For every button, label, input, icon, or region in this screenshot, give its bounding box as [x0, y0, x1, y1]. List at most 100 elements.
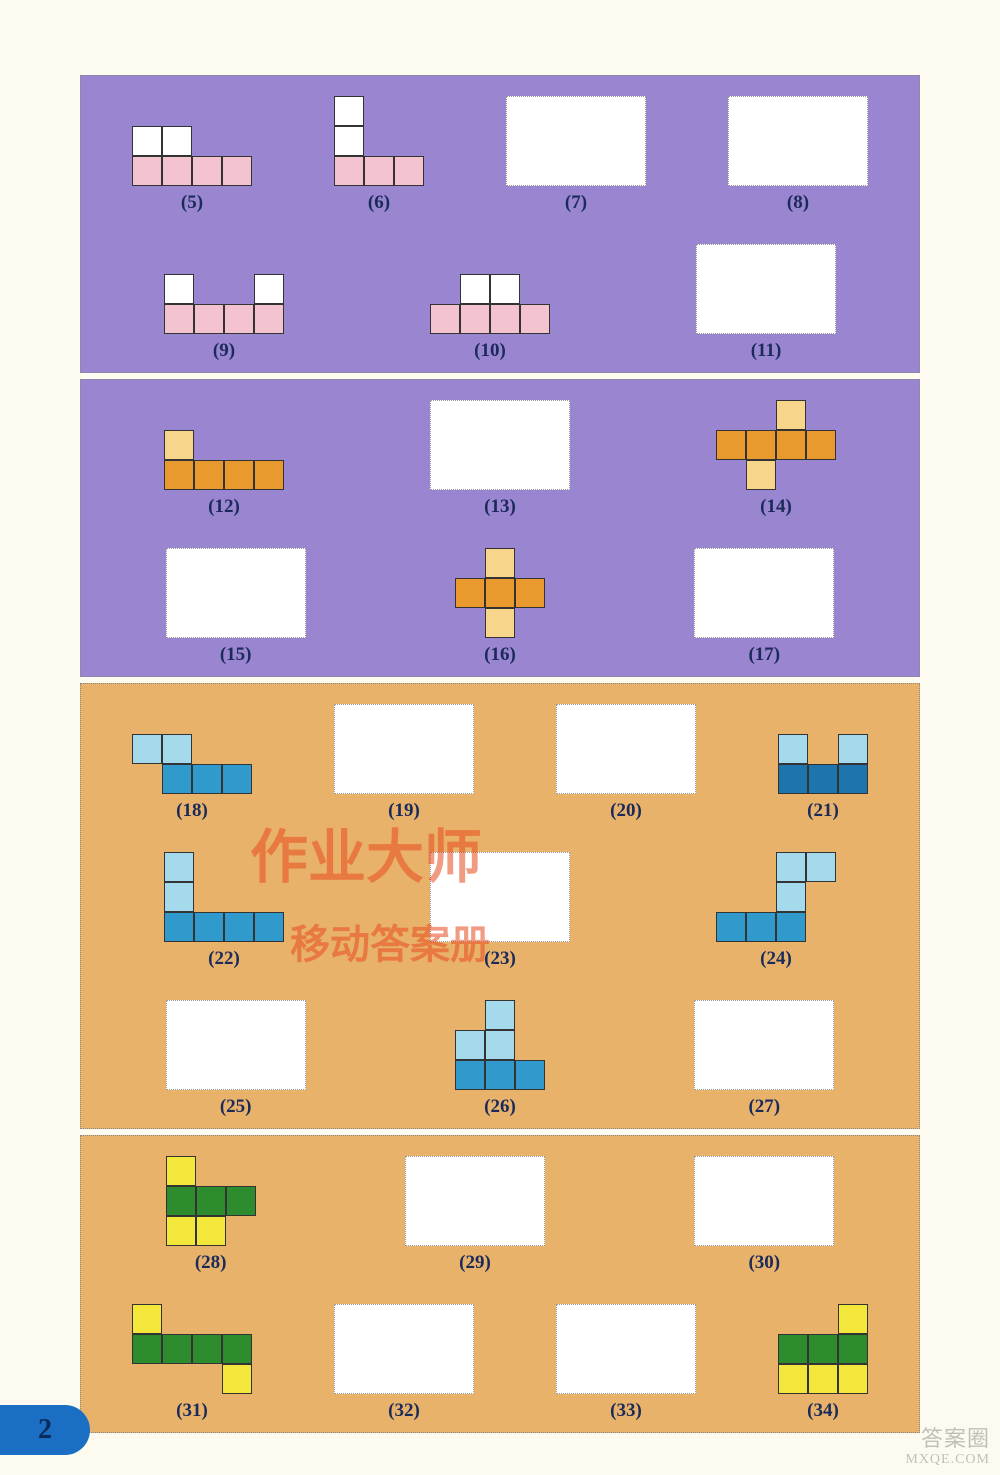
unit-square: [485, 1060, 515, 1090]
unit-square: [132, 126, 162, 156]
polyomino-shape: [164, 274, 284, 334]
unit-square: [164, 304, 194, 334]
figure-cell: (18): [132, 734, 252, 822]
unit-square: [746, 460, 776, 490]
unit-square: [196, 1216, 226, 1246]
blank-box: [334, 704, 474, 794]
polyomino-shape: [132, 126, 252, 186]
unit-square: [224, 304, 254, 334]
unit-square: [778, 1364, 808, 1394]
row: (25) (26) (27): [81, 980, 919, 1128]
polyomino-shape: [716, 852, 836, 942]
unit-square: [520, 304, 550, 334]
polyomino-shape: [455, 1000, 545, 1090]
unit-square: [838, 1334, 868, 1364]
unit-square: [455, 578, 485, 608]
unit-square: [222, 1334, 252, 1364]
unit-square: [162, 1334, 192, 1364]
figure-label: (18): [176, 800, 208, 822]
figure-label: (7): [565, 192, 587, 214]
unit-square: [166, 1186, 196, 1216]
figure-cell: (25): [166, 1000, 306, 1118]
figure-cell: (11): [696, 244, 836, 362]
unit-square: [254, 304, 284, 334]
unit-square: [334, 96, 364, 126]
polyomino-shape: [164, 852, 284, 942]
figure-label: (22): [208, 948, 240, 970]
unit-square: [808, 764, 838, 794]
unit-square: [224, 460, 254, 490]
unit-square: [778, 1334, 808, 1364]
section: (5)(6)(7)(8)(9)(10)(11): [80, 75, 920, 373]
polyomino-shape: [430, 274, 550, 334]
unit-square: [166, 1156, 196, 1186]
figure-label: (24): [760, 948, 792, 970]
figure-label: (26): [484, 1096, 516, 1118]
unit-square: [222, 1364, 252, 1394]
unit-square: [334, 126, 364, 156]
row: (28)(29)(30): [81, 1136, 919, 1284]
unit-square: [132, 734, 162, 764]
figure-cell: (33): [556, 1304, 696, 1422]
figure-label: (15): [220, 644, 252, 666]
figure-label: (5): [181, 192, 203, 214]
polyomino-shape: [455, 548, 545, 638]
unit-square: [485, 548, 515, 578]
figure-cell: (14): [716, 400, 836, 518]
unit-square: [808, 1364, 838, 1394]
unit-square: [838, 1364, 868, 1394]
figure-cell: (9): [164, 274, 284, 362]
figure-label: (13): [484, 496, 516, 518]
unit-square: [776, 912, 806, 942]
unit-square: [194, 460, 224, 490]
polyomino-shape: [132, 734, 252, 794]
figure-label: (30): [748, 1252, 780, 1274]
row: (9)(10)(11): [81, 224, 919, 372]
figure-label: (32): [388, 1400, 420, 1422]
unit-square: [334, 156, 364, 186]
unit-square: [485, 1030, 515, 1060]
unit-square: [515, 1060, 545, 1090]
blank-box: [506, 96, 646, 186]
unit-square: [430, 304, 460, 334]
unit-square: [224, 912, 254, 942]
figure-label: (33): [610, 1400, 642, 1422]
figure-label: (12): [208, 496, 240, 518]
unit-square: [162, 764, 192, 794]
unit-square: [254, 274, 284, 304]
figure-cell: (20): [556, 704, 696, 822]
figure-label: (31): [176, 1400, 208, 1422]
figure-cell: (30): [694, 1156, 834, 1274]
figure-label: (34): [807, 1400, 839, 1422]
unit-square: [222, 156, 252, 186]
figure-label: (27): [748, 1096, 780, 1118]
unit-square: [460, 274, 490, 304]
figure-label: (17): [748, 644, 780, 666]
figure-label: (19): [388, 800, 420, 822]
unit-square: [776, 882, 806, 912]
unit-square: [164, 430, 194, 460]
unit-square: [746, 912, 776, 942]
unit-square: [485, 1000, 515, 1030]
unit-square: [776, 400, 806, 430]
row: (12) (13) (14): [81, 380, 919, 528]
figure-cell: (21): [778, 734, 868, 822]
figure-cell: (17): [694, 548, 834, 666]
unit-square: [455, 1030, 485, 1060]
figure-label: (16): [484, 644, 516, 666]
unit-square: [226, 1186, 256, 1216]
unit-square: [778, 734, 808, 764]
figure-cell: (6): [334, 96, 424, 214]
figure-cell: (19): [334, 704, 474, 822]
polyomino-shape: [778, 734, 868, 794]
polyomino-shape: [334, 96, 424, 186]
figure-cell: (23): [430, 852, 570, 970]
page-content: (5)(6)(7)(8)(9)(10)(11)(12)(13)(14)(15)(…: [80, 75, 920, 1439]
row: (15) (16) (17): [81, 528, 919, 676]
unit-square: [716, 430, 746, 460]
figure-cell: (26): [455, 1000, 545, 1118]
blank-box: [728, 96, 868, 186]
unit-square: [196, 1186, 226, 1216]
blank-box: [430, 400, 570, 490]
row: (31) (32) (33) (34): [81, 1284, 919, 1432]
